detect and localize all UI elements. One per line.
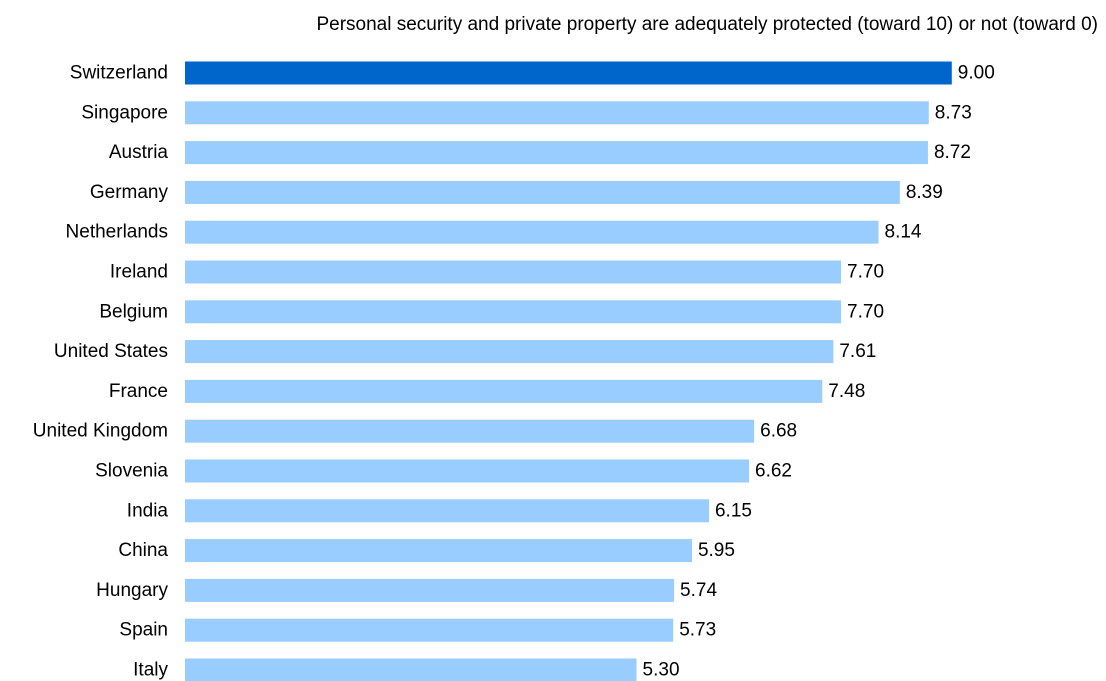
bar [185, 141, 928, 165]
category-label: Hungary [96, 580, 168, 601]
value-label: 9.00 [958, 63, 995, 84]
bar [185, 459, 750, 483]
bar [185, 220, 879, 244]
value-label: 8.14 [885, 222, 922, 243]
bar [185, 180, 900, 204]
value-label: 8.73 [935, 102, 972, 123]
bar [185, 499, 709, 523]
bar [185, 618, 674, 642]
value-label: 6.68 [760, 421, 797, 442]
category-label: India [127, 500, 169, 521]
bar [185, 658, 637, 681]
category-label: Germany [90, 182, 169, 203]
bar [185, 419, 755, 443]
category-label: Ireland [110, 262, 168, 283]
category-label: Switzerland [70, 63, 168, 84]
value-label: 5.30 [643, 660, 680, 681]
category-label: Slovenia [95, 461, 168, 482]
bar [185, 300, 842, 324]
category-label: Spain [119, 620, 168, 641]
category-label: France [109, 381, 168, 402]
value-label: 7.70 [847, 262, 884, 283]
category-label: China [118, 540, 168, 561]
bar [185, 578, 675, 602]
bar [185, 61, 952, 85]
category-label: Netherlands [66, 222, 168, 243]
value-label: 8.72 [934, 142, 971, 163]
bar [185, 539, 692, 563]
bar [185, 379, 823, 403]
chart-title: Personal security and private property a… [316, 14, 1098, 35]
value-label: 7.61 [839, 341, 876, 362]
category-label: United States [54, 341, 168, 362]
bars-group: Switzerland 9.00 Singapore 8.73 Austria 8.72 G… [33, 61, 995, 681]
value-label: 7.48 [828, 381, 865, 402]
value-label: 6.62 [755, 461, 792, 482]
value-label: 5.73 [679, 620, 716, 641]
category-label: Belgium [99, 301, 168, 322]
value-label: 8.39 [906, 182, 943, 203]
bar [185, 101, 929, 125]
value-label: 5.95 [698, 540, 735, 561]
value-label: 5.74 [680, 580, 717, 601]
bar [185, 340, 834, 364]
value-label: 6.15 [715, 500, 752, 521]
value-label: 7.70 [847, 301, 884, 322]
bar [185, 260, 842, 284]
category-label: Austria [109, 142, 169, 163]
category-label: Italy [133, 660, 168, 681]
category-label: Singapore [81, 102, 168, 123]
category-label: United Kingdom [33, 421, 168, 442]
